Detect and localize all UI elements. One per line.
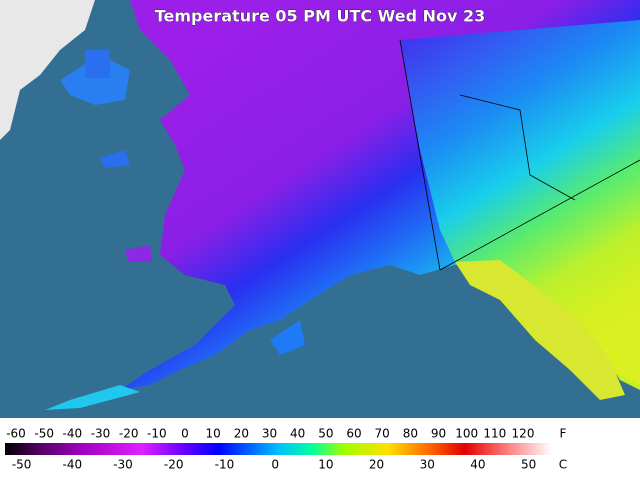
fahrenheit-tick: 40 [290, 427, 305, 441]
fahrenheit-unit: F [560, 427, 567, 441]
st-lawrence-island [100, 150, 130, 168]
color-bar [5, 443, 552, 455]
russia-land [0, 0, 95, 140]
fahrenheit-tick: -40 [63, 427, 83, 441]
fahrenheit-tick: -10 [147, 427, 167, 441]
celsius-tick: 40 [470, 458, 485, 472]
celsius-tick: -30 [113, 458, 133, 472]
canada-land [400, 20, 640, 385]
celsius-tick: -10 [215, 458, 235, 472]
celsius-tick: -20 [164, 458, 184, 472]
fahrenheit-tick: -30 [91, 427, 111, 441]
fahrenheit-tick: 60 [346, 427, 361, 441]
fahrenheit-tick: -20 [119, 427, 139, 441]
fahrenheit-tick: 90 [431, 427, 446, 441]
fahrenheit-tick: 110 [483, 427, 506, 441]
celsius-tick: 10 [318, 458, 333, 472]
panhandle [455, 260, 625, 400]
celsius-tick: 30 [420, 458, 435, 472]
celsius-unit: C [559, 458, 567, 472]
celsius-tick: -50 [12, 458, 32, 472]
fahrenheit-tick: 100 [455, 427, 478, 441]
legend: -60 -50 -40 -30 -20 -10 0 10 20 30 40 50 60 70 80 90 100… [6, 427, 567, 472]
nunivak [125, 245, 152, 262]
fahrenheit-tick: 10 [206, 427, 221, 441]
celsius-tick: -40 [63, 458, 83, 472]
fahrenheit-tick: 80 [403, 427, 418, 441]
map-title: Temperature 05 PM UTC Wed Nov 23 [155, 7, 486, 26]
kodiak [270, 320, 305, 355]
borders [399, 39, 640, 271]
fahrenheit-tick: 120 [512, 427, 535, 441]
fahrenheit-tick: 50 [318, 427, 333, 441]
fahrenheit-tick: -60 [6, 427, 26, 441]
grid-cell [85, 50, 110, 78]
celsius-tick: 20 [369, 458, 384, 472]
fahrenheit-tick: 0 [181, 427, 189, 441]
fahrenheit-tick: 30 [262, 427, 277, 441]
aleutians [45, 385, 140, 410]
fahrenheit-tick: 70 [375, 427, 390, 441]
seward-peninsula [60, 55, 130, 105]
fahrenheit-tick: -50 [34, 427, 54, 441]
celsius-tick: 0 [271, 458, 279, 472]
fahrenheit-tick: 20 [234, 427, 249, 441]
celsius-tick: 50 [521, 458, 536, 472]
